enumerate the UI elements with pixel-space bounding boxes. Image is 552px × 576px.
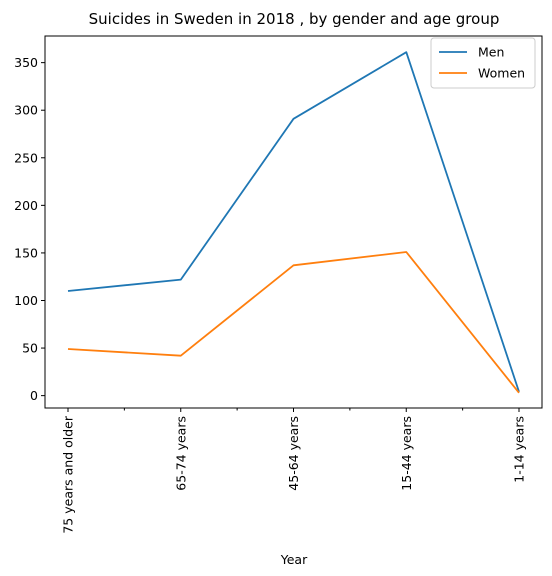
y-tick-label: 300: [14, 103, 38, 118]
series-line-men: [67, 51, 520, 393]
x-tick-label: 65-74 years: [173, 416, 188, 491]
chart-title: Suicides in Sweden in 2018 , by gender a…: [89, 10, 500, 28]
legend-label-men: Men: [478, 45, 504, 60]
y-tick-label: 250: [14, 150, 38, 165]
legend: Men Women: [430, 37, 536, 89]
x-tick-label: 75 years and older: [61, 415, 76, 533]
y-tick-label: 0: [30, 388, 38, 403]
y-tick-label: 150: [14, 245, 38, 260]
y-tick-label: 350: [14, 55, 38, 70]
legend-box: [430, 37, 536, 89]
x-tick-label: 1-14 years: [512, 416, 527, 483]
y-tick-label: 100: [14, 293, 38, 308]
y-tick-label: 50: [22, 341, 38, 356]
plot-area: 0 50 100 150 200 250 300 350 75 years and older 6…: [14, 35, 543, 534]
legend-label-women: Women: [478, 66, 525, 81]
x-axis-label: Year: [280, 552, 308, 567]
series-line-women: [67, 251, 520, 394]
y-tick-label: 200: [14, 198, 38, 213]
x-tick-label: 15-44 years: [399, 416, 414, 491]
x-tick-label: 45-64 years: [286, 416, 301, 491]
